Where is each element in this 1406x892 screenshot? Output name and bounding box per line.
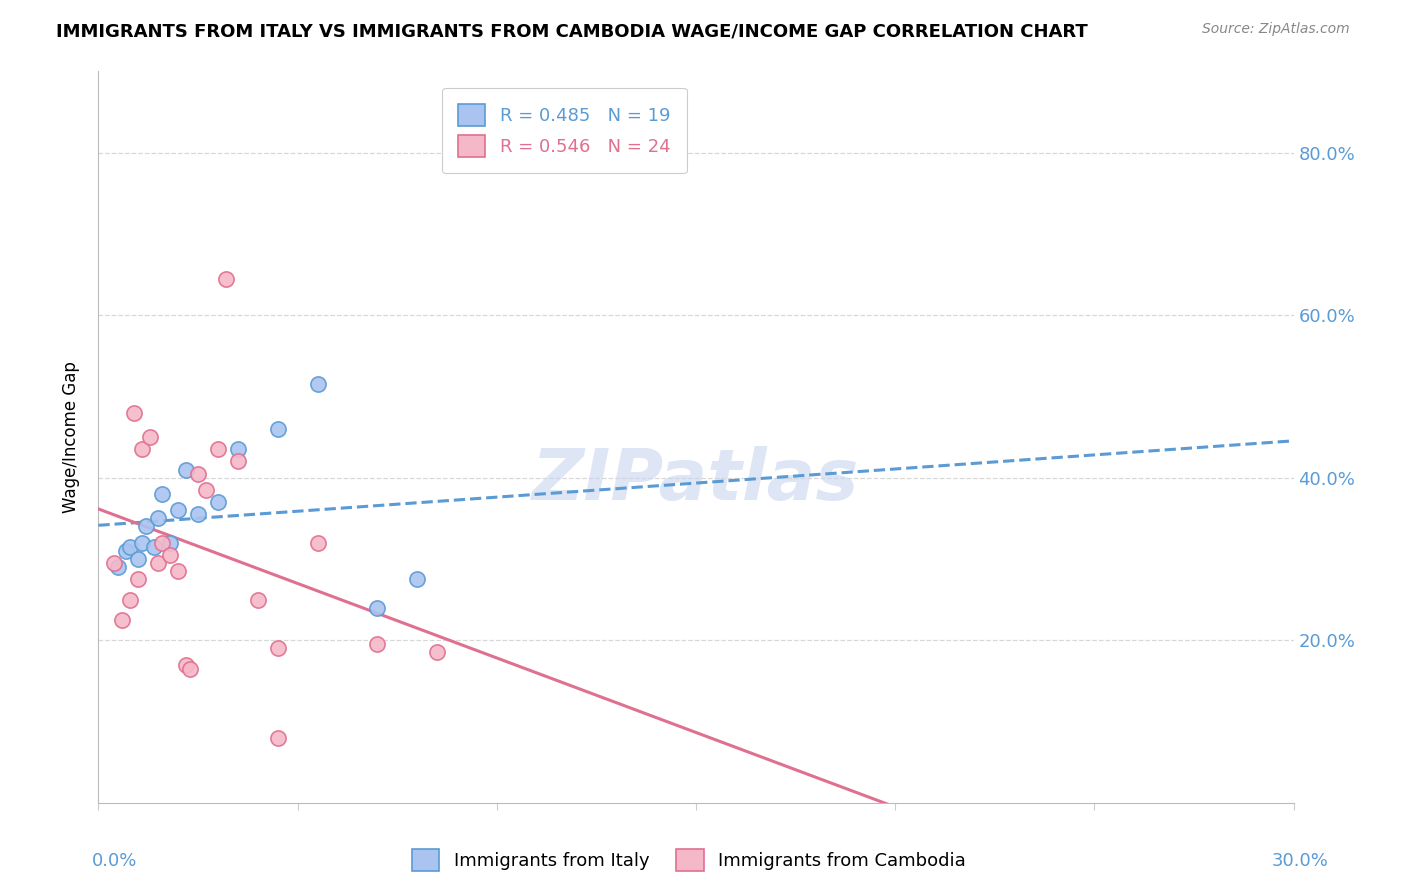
Point [127, 572, 149, 586]
Point [131, 442, 153, 457]
Point [267, 731, 290, 745]
Point [307, 377, 329, 392]
Point [215, 271, 238, 285]
Y-axis label: Wage/Income Gap: Wage/Income Gap [62, 361, 80, 513]
Text: IMMIGRANTS FROM ITALY VS IMMIGRANTS FROM CAMBODIA WAGE/INCOME GAP CORRELATION CH: IMMIGRANTS FROM ITALY VS IMMIGRANTS FROM… [56, 22, 1088, 40]
Point [103, 556, 125, 570]
Point [307, 535, 329, 549]
Point [267, 422, 290, 436]
Point [226, 442, 249, 457]
Point [143, 540, 166, 554]
Point [120, 592, 142, 607]
Text: 0.0%: 0.0% [91, 852, 136, 870]
Point [246, 592, 269, 607]
Point [366, 600, 388, 615]
Point [187, 467, 209, 481]
Legend: R = 0.485   N = 19, R = 0.546   N = 24: R = 0.485 N = 19, R = 0.546 N = 24 [441, 87, 686, 173]
Point [179, 662, 201, 676]
Point [111, 613, 134, 627]
Point [426, 645, 449, 659]
Point [120, 540, 142, 554]
Point [406, 572, 429, 586]
Point [150, 535, 173, 549]
Point [195, 483, 218, 497]
Point [107, 560, 129, 574]
Text: ZIPatlas: ZIPatlas [533, 447, 859, 516]
Text: 30.0%: 30.0% [1272, 852, 1329, 870]
Point [148, 556, 170, 570]
Point [148, 511, 170, 525]
Point [167, 564, 190, 578]
Point [207, 442, 229, 457]
Point [174, 657, 197, 672]
Point [159, 548, 181, 562]
Point [135, 519, 157, 533]
Point [187, 508, 209, 522]
Point [139, 430, 162, 444]
Point [124, 406, 146, 420]
Point [174, 462, 197, 476]
Point [127, 552, 149, 566]
Point [131, 535, 153, 549]
Point [159, 535, 181, 549]
Text: Source: ZipAtlas.com: Source: ZipAtlas.com [1202, 22, 1350, 37]
Point [167, 503, 190, 517]
Point [226, 454, 249, 468]
Point [150, 487, 173, 501]
Legend: Immigrants from Italy, Immigrants from Cambodia: Immigrants from Italy, Immigrants from C… [405, 842, 973, 879]
Point [207, 495, 229, 509]
Point [267, 641, 290, 656]
Point [115, 544, 138, 558]
Point [366, 637, 388, 651]
